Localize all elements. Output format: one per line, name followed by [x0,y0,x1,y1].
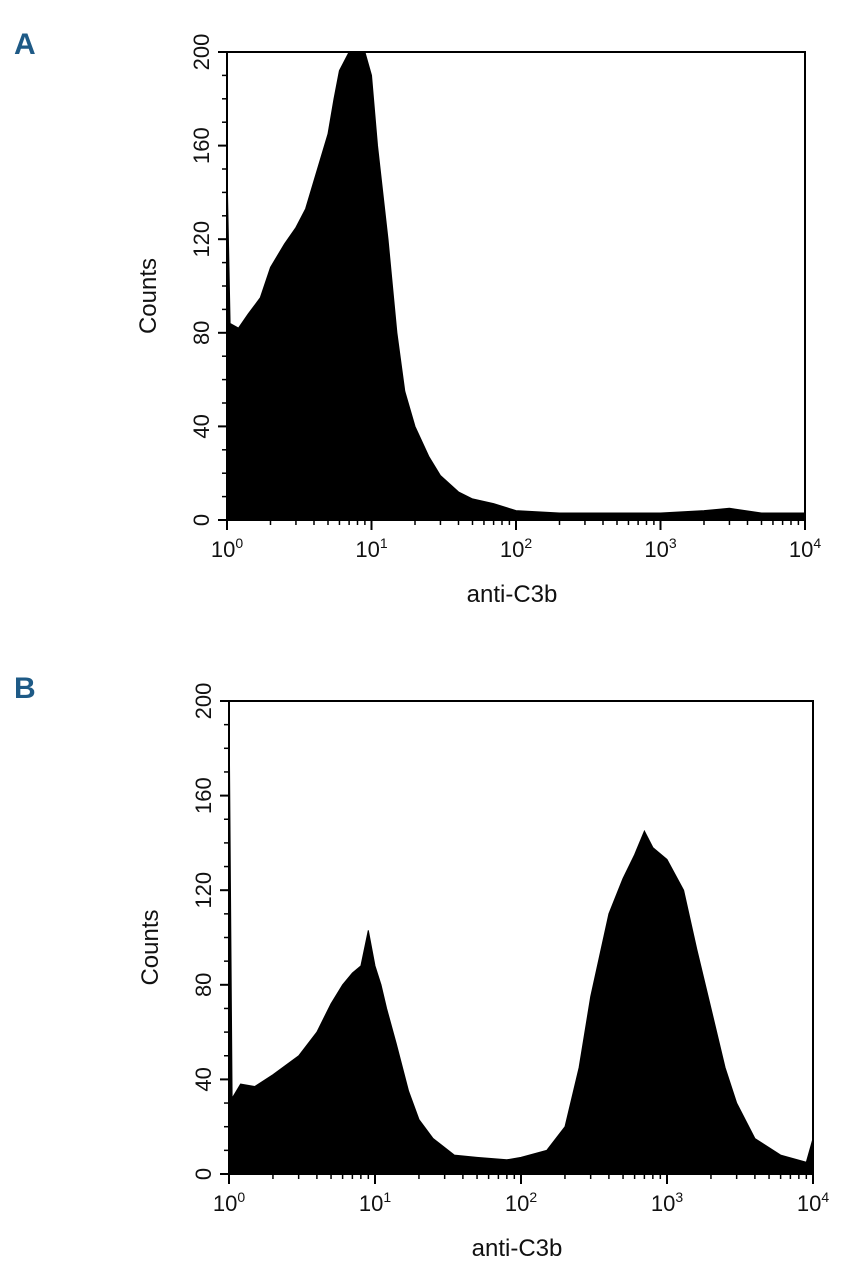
y-axis-label: Counts [135,258,162,334]
y-tick-label: 0 [189,514,214,526]
x-axis-label: anti-C3b [472,1235,563,1262]
x-tick-label: 104 [797,1189,829,1216]
y-tick-label: 160 [191,777,216,814]
x-tick-label: 102 [500,535,532,562]
y-tick-label: 40 [191,1067,216,1091]
histogram-chart-a: 0 40 80 120 160 200 100 101 102 103 104 anti-C3b Cou… [135,34,821,608]
y-tick-label: 200 [191,683,216,720]
x-tick-label: 103 [644,535,676,562]
x-tick-label: 103 [651,1189,683,1216]
panel-letter-a: A [14,28,36,61]
y-tick-label: 120 [189,221,214,258]
y-axis-label: Counts [137,909,164,985]
y-tick-label: 80 [191,973,216,997]
x-tick-label: 100 [213,1189,245,1216]
y-tick-label: 200 [189,34,214,71]
histogram-area [226,51,806,521]
y-tick-label: 0 [191,1168,216,1180]
x-tick-label: 101 [355,535,387,562]
x-tick-label: 101 [359,1189,391,1216]
y-tick-label: 40 [189,414,214,438]
y-tick-label: 160 [189,127,214,164]
histogram-area [228,700,814,1175]
x-axis-label: anti-C3b [467,581,558,608]
y-tick-label: 80 [189,321,214,345]
y-tick-label: 120 [191,872,216,909]
x-tick-label: 104 [789,535,821,562]
x-tick-label: 100 [211,535,243,562]
panel-letter-b: B [14,672,36,705]
x-tick-label: 102 [505,1189,537,1216]
histogram-chart-b: 0 40 80 120 160 200 100 101 102 103 104 anti-C3b Cou… [137,683,829,1262]
